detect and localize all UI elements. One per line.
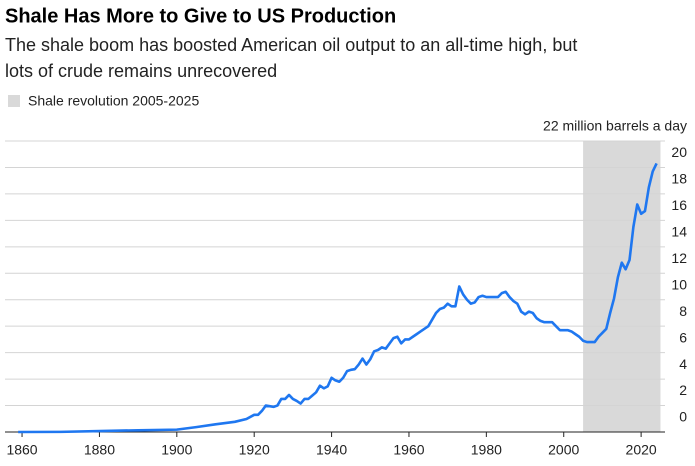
x-tick-label: 1940 (316, 442, 347, 458)
legend-label: Shale revolution 2005-2025 (28, 93, 199, 109)
y-tick-label: 20 (671, 144, 687, 160)
y-tick-label: 0 (679, 409, 687, 425)
chart-title: Shale Has More to Give to US Production (5, 5, 396, 27)
x-tick-label: 2000 (548, 442, 579, 458)
x-tick-label: 1920 (239, 442, 270, 458)
y-tick-label: 22 million barrels a day (543, 118, 687, 134)
chart-subtitle: The shale boom has boosted American oil … (5, 35, 577, 55)
x-tick-label: 2020 (626, 442, 657, 458)
x-tick-label: 1960 (393, 442, 424, 458)
y-tick-label: 6 (679, 329, 687, 345)
x-tick-label: 1900 (161, 442, 192, 458)
chart-subtitle: lots of crude remains unrecovered (5, 61, 277, 81)
y-tick-label: 14 (671, 224, 687, 240)
y-tick-label: 18 (671, 171, 687, 187)
x-tick-label: 1980 (471, 442, 502, 458)
y-tick-label: 10 (671, 276, 687, 292)
data-line (18, 162, 658, 434)
x-tick-label: 1880 (84, 442, 115, 458)
legend-swatch (8, 95, 20, 107)
y-tick-label: 8 (679, 303, 687, 319)
y-tick-label: 16 (671, 197, 687, 213)
y-tick-label: 2 (679, 382, 687, 398)
y-tick-label: 4 (679, 356, 687, 372)
x-tick-label: 1860 (6, 442, 37, 458)
y-tick-label: 12 (671, 250, 687, 266)
